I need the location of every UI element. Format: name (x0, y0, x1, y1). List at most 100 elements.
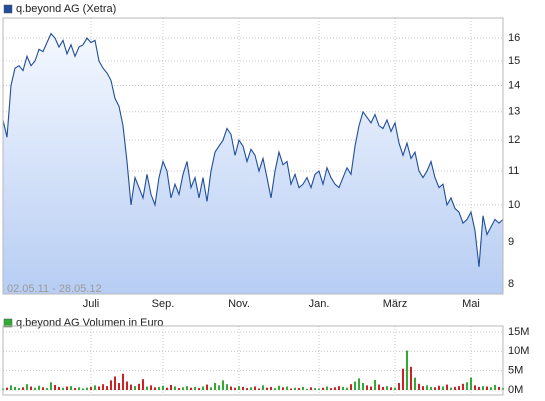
bar (250, 387, 252, 390)
y-tick-label: 0M (508, 384, 523, 396)
bar (306, 388, 308, 390)
bar (410, 366, 412, 390)
x-tick-label: Nov. (228, 298, 250, 310)
bar (454, 386, 456, 390)
bar (358, 378, 360, 390)
bar (134, 386, 136, 390)
bar (102, 384, 104, 390)
bar (394, 387, 396, 390)
bar (434, 387, 436, 390)
y-tick-label: 12 (508, 134, 520, 146)
bar (30, 386, 32, 390)
bar (310, 387, 312, 390)
line (2, 32, 504, 267)
bar (442, 386, 444, 390)
y-tick-label: 15 (508, 55, 520, 67)
y-tick-label: 14 (508, 79, 520, 91)
y-tick-label: 9 (508, 236, 514, 248)
bar (390, 387, 392, 390)
y-tick-label: 8 (508, 278, 514, 290)
bar (334, 387, 336, 390)
x-tick-label: Jan. (309, 298, 330, 310)
bar (74, 388, 76, 390)
bar (78, 387, 80, 390)
bar (138, 383, 140, 390)
bar (490, 387, 492, 390)
bar (58, 386, 60, 390)
bar (142, 379, 144, 390)
bar (234, 387, 236, 390)
bar (254, 386, 256, 390)
bar (34, 387, 36, 390)
bar (462, 383, 464, 390)
bar (82, 388, 84, 390)
bar (174, 386, 176, 390)
bar (166, 387, 168, 390)
bar (282, 387, 284, 390)
bar (90, 386, 92, 390)
bar (170, 384, 172, 390)
x-tick-label: Juli (83, 298, 100, 310)
bar (190, 387, 192, 390)
bar (26, 384, 28, 390)
x-tick-label: März (383, 298, 407, 310)
bar (42, 387, 44, 390)
bar (498, 386, 500, 390)
bar (214, 383, 216, 390)
bar (94, 385, 96, 390)
bar (406, 350, 408, 390)
bar (246, 388, 248, 390)
bar (86, 387, 88, 390)
bar (318, 388, 320, 390)
bar (286, 386, 288, 390)
y-tick-label: 5M (508, 365, 523, 377)
bar (430, 386, 432, 390)
bar (66, 386, 68, 390)
bar (402, 368, 404, 390)
bar (126, 381, 128, 390)
bar (158, 386, 160, 390)
bar (350, 384, 352, 390)
legend-swatch (3, 318, 13, 328)
bar (294, 387, 296, 390)
bar (270, 386, 272, 390)
bar (146, 386, 148, 390)
bar (230, 386, 232, 390)
y-tick-label: 11 (508, 165, 519, 177)
bar (186, 386, 188, 390)
bar (130, 384, 132, 390)
bar (266, 387, 268, 390)
bar (450, 387, 452, 390)
bar (238, 386, 240, 390)
bar (258, 388, 260, 390)
x-tick-label: Sep. (152, 298, 175, 310)
bar (342, 386, 344, 390)
bar (382, 386, 384, 390)
bar (374, 379, 376, 390)
bar (426, 385, 428, 390)
bar (398, 383, 400, 390)
bar (278, 385, 280, 390)
bar (354, 381, 356, 390)
bar (154, 387, 156, 390)
bar (222, 380, 224, 390)
bar (50, 382, 52, 390)
bar (14, 386, 16, 390)
bar (226, 384, 228, 390)
plot-frame (2, 325, 504, 396)
bar (330, 388, 332, 390)
bar (482, 386, 484, 390)
bar (38, 385, 40, 390)
area (3, 33, 503, 294)
bar (262, 385, 264, 390)
bar (322, 387, 324, 390)
y-tick-label: 13 (508, 106, 520, 118)
bar (122, 373, 124, 390)
y-tick-label: 15M (508, 326, 529, 338)
legend-label: q.beyond AG Volumen in Euro (16, 317, 163, 329)
bar (18, 388, 20, 390)
y-tick-label: 10M (508, 345, 529, 357)
bar (106, 386, 108, 390)
bar (438, 385, 440, 390)
